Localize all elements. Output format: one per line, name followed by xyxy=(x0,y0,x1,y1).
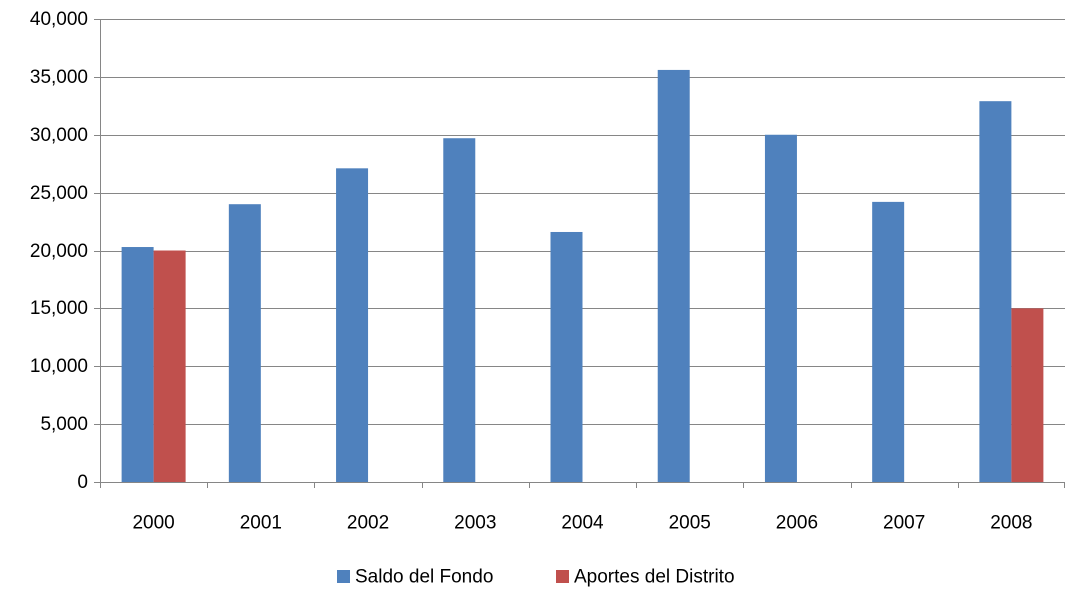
bar xyxy=(764,134,797,482)
legend-label: Aportes del Distrito xyxy=(574,567,735,588)
y-tick-label: 10,000 xyxy=(30,356,88,377)
bar xyxy=(872,201,905,482)
y-axis-tick-labels: 0 5,000 10,000 15,000 20,000 25,000 30,000 35,0… xyxy=(30,9,88,493)
bar xyxy=(153,250,186,482)
bar xyxy=(657,69,690,483)
x-axis-tick-labels: 2000 2001 2002 2003 2004 2005 2006 2007 2008 xyxy=(132,513,1032,534)
bar xyxy=(443,138,476,482)
x-tick-label: 2002 xyxy=(347,513,389,534)
x-tick-label: 2007 xyxy=(883,513,925,534)
x-tick-label: 2005 xyxy=(669,513,711,534)
axes xyxy=(94,19,1065,488)
x-tick-label: 2001 xyxy=(240,513,282,534)
x-tick-label: 2003 xyxy=(454,513,496,534)
x-tick-label: 2000 xyxy=(132,513,174,534)
bar xyxy=(550,231,583,482)
y-tick-label: 30,000 xyxy=(30,125,88,146)
legend-swatch xyxy=(337,570,350,583)
bar xyxy=(121,247,154,482)
legend-swatch xyxy=(556,570,569,583)
y-tick-label: 25,000 xyxy=(30,183,88,204)
bar xyxy=(979,101,1012,483)
y-tick-label: 20,000 xyxy=(30,241,88,262)
bar xyxy=(228,204,261,482)
bars xyxy=(121,69,1044,483)
x-tick-label: 2004 xyxy=(561,513,604,534)
bar xyxy=(1011,308,1044,482)
legend-label: Saldo del Fondo xyxy=(355,567,493,588)
y-tick-label: 0 xyxy=(77,472,88,493)
legend: Saldo del Fondo Aportes del Distrito xyxy=(337,567,735,588)
x-tick-label: 2008 xyxy=(990,513,1032,534)
x-tick-label: 2006 xyxy=(776,513,818,534)
y-tick-label: 40,000 xyxy=(30,9,88,30)
y-tick-label: 35,000 xyxy=(30,67,88,88)
bar xyxy=(336,168,369,482)
y-tick-label: 15,000 xyxy=(30,298,88,319)
y-tick-label: 5,000 xyxy=(40,414,88,435)
